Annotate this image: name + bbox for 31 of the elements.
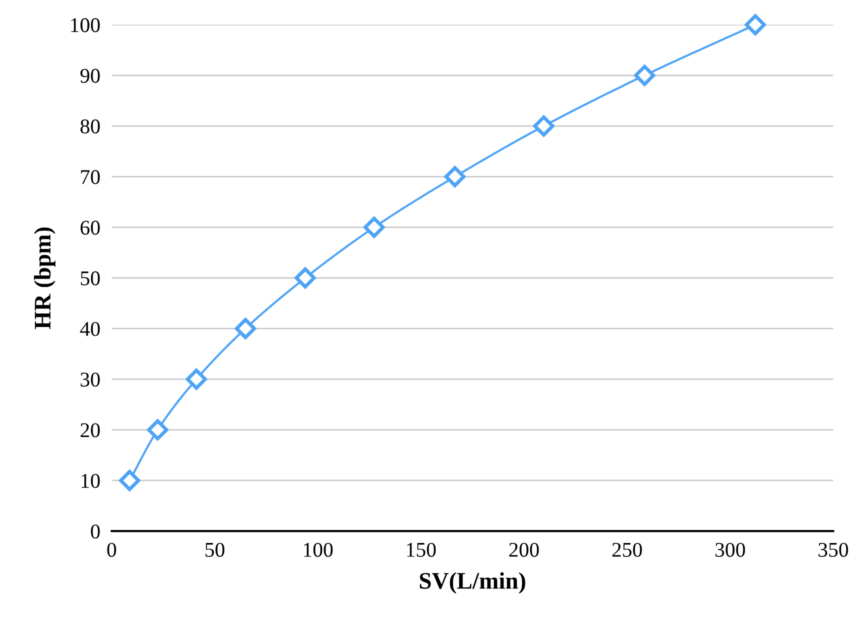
y-axis-title: HR (bpm) — [34, 227, 56, 330]
x-tick-label: 100 — [304, 542, 333, 557]
x-tick-label: 250 — [612, 542, 642, 557]
point — [533, 115, 554, 137]
point — [444, 166, 466, 188]
y-tick-label: 90 — [80, 68, 100, 83]
x-tick-label: 150 — [407, 542, 436, 557]
y-tick-label: 80 — [80, 119, 100, 134]
point — [744, 14, 766, 36]
y-tick-label: 0 — [90, 524, 100, 539]
x-axis-title: SV(L/min) — [420, 572, 526, 594]
y-tick-label: 20 — [80, 423, 100, 438]
point — [234, 318, 256, 340]
y-tick-label: 100 — [71, 18, 100, 32]
point — [147, 419, 168, 440]
x-tick-label: 200 — [509, 542, 539, 557]
x-tick-label: 0 — [107, 542, 116, 557]
y-tick-label: 50 — [80, 271, 100, 286]
point — [294, 267, 316, 289]
x-tick-label: 300 — [716, 542, 745, 557]
point — [634, 64, 656, 86]
x-tick-label: 50 — [206, 542, 224, 557]
point — [186, 368, 207, 390]
y-tick-label: 10 — [82, 474, 100, 488]
point — [119, 470, 140, 492]
y-tick-label: 70 — [81, 170, 100, 184]
y-tick-label: 60 — [80, 220, 100, 235]
y-tick-label: 40 — [80, 322, 100, 336]
x-tick-label: 350 — [818, 542, 848, 557]
point — [364, 216, 385, 238]
y-tick-label: 30 — [80, 372, 100, 387]
